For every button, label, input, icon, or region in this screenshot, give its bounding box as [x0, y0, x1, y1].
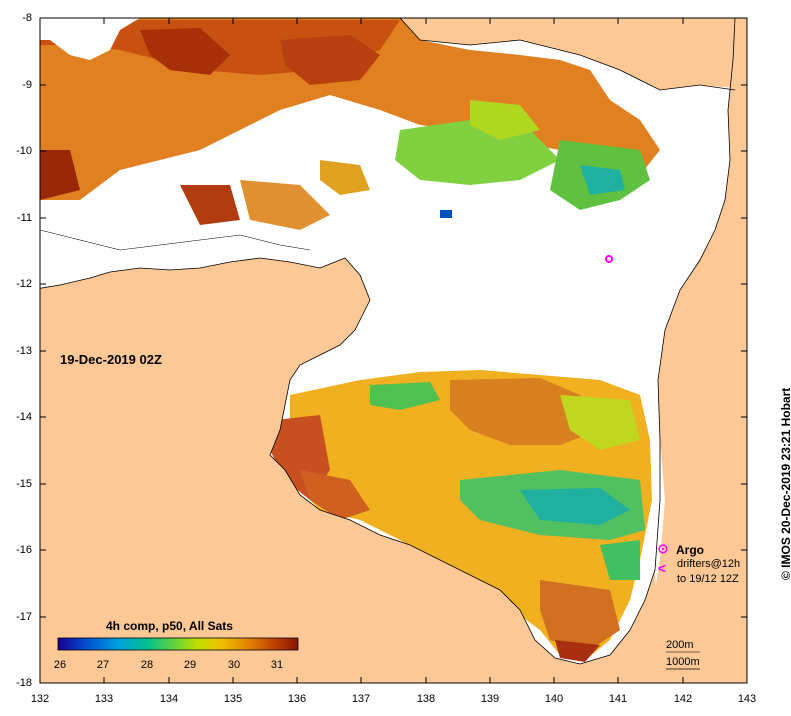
colorbar-title: 4h comp, p50, All Sats: [106, 619, 233, 633]
argo-float-icon: ⊙: [657, 541, 669, 556]
lon-tick: 132: [30, 693, 50, 705]
land-east: [641, 18, 747, 683]
date-label: 19-Dec-2019 02Z: [60, 352, 162, 367]
lat-tick: -8: [22, 12, 32, 24]
lon-tick: 134: [159, 693, 179, 705]
drifters-date: to 19/12 12Z: [677, 573, 739, 585]
colorbar-tick: 27: [96, 659, 110, 671]
lat-tick: -13: [16, 345, 32, 357]
lat-tick: -11: [16, 212, 32, 224]
lon-tick: 136: [287, 693, 307, 705]
argo-float-marker: [605, 255, 613, 263]
lon-tick: 140: [544, 693, 564, 705]
map-body: [40, 18, 747, 683]
lat-tick: -16: [16, 544, 32, 556]
lon-tick: 135: [223, 693, 243, 705]
lon-tick: 142: [673, 693, 693, 705]
lat-tick: -18: [16, 677, 32, 689]
colorbar-tick: 26: [53, 659, 67, 671]
contour-200-label: 200m: [666, 639, 694, 651]
lat-tick: -12: [16, 278, 32, 290]
bathymetry-contour: [40, 229, 311, 251]
lat-tick: -17: [16, 611, 32, 623]
lat-tick: -15: [16, 478, 32, 490]
colorbar-tick: 31: [270, 659, 284, 671]
lon-tick: 141: [608, 693, 628, 705]
colorbar-tick: 29: [183, 659, 197, 671]
land-australia: [40, 258, 660, 683]
tick-marks: [39, 17, 748, 684]
lon-tick: 139: [480, 693, 500, 705]
lon-tick: 133: [94, 693, 114, 705]
colorbar-tick: 28: [140, 659, 154, 671]
land-north: [400, 18, 747, 90]
lon-tick: 143: [737, 693, 757, 705]
lat-tick: -9: [22, 79, 32, 91]
contour-1000-label: 1000m: [666, 656, 700, 668]
colorbar-tick: 30: [227, 659, 241, 671]
lat-tick: -10: [16, 145, 32, 157]
sst-gulf: [270, 370, 652, 662]
colorbar: [57, 637, 299, 651]
coastline-north: [399, 18, 736, 91]
lon-tick: 138: [416, 693, 436, 705]
credit-label: © IMOS 20-Dec-2019 23:21 Hobart: [779, 387, 791, 580]
lon-tick: 137: [351, 693, 371, 705]
drifters-label: drifters@12h: [677, 558, 741, 570]
tiwi-island-no-data: [40, 18, 140, 60]
drifter-arrow-icon: <: [657, 560, 667, 576]
sst-north: [40, 18, 660, 230]
lat-tick: -14: [16, 411, 32, 423]
argo-label: Argo: [676, 543, 704, 557]
coastline: [40, 18, 736, 665]
